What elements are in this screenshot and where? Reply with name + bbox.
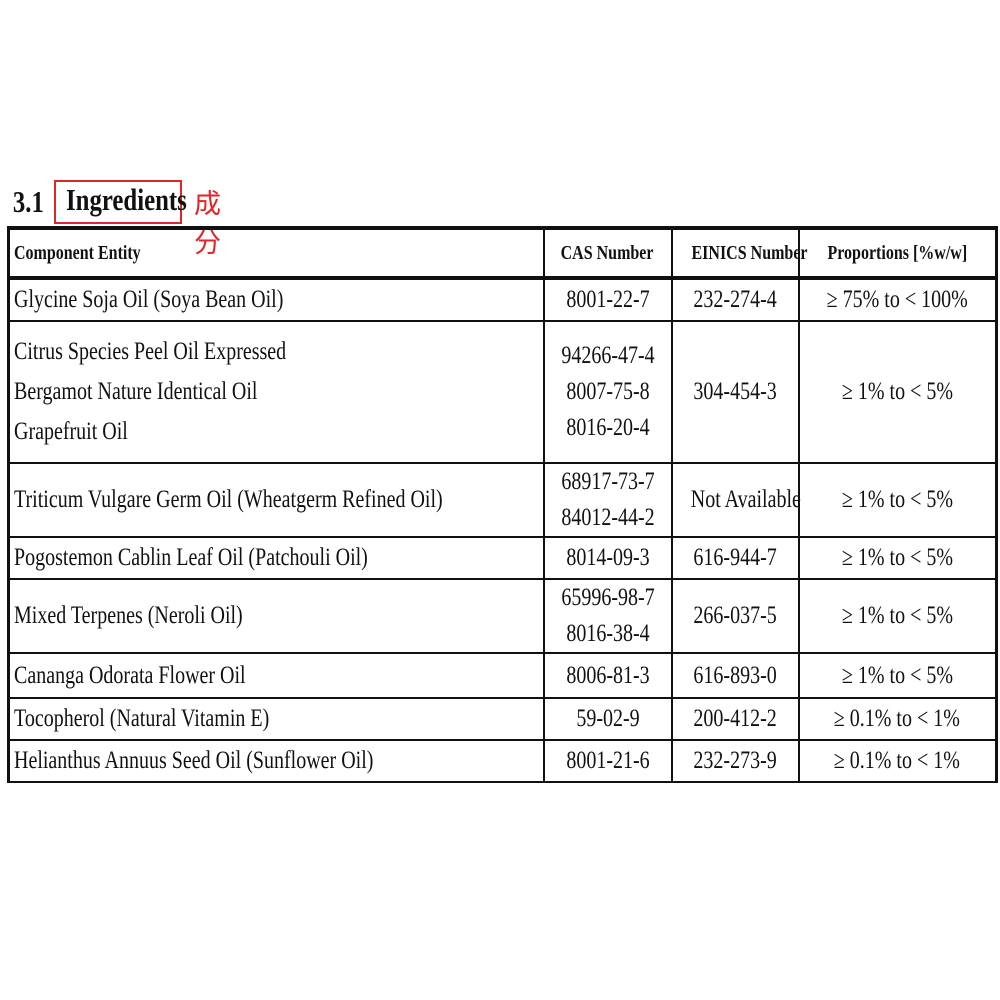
table-row: Glycine Soja Oil (Soya Bean Oil) 8001-22-… bbox=[7, 277, 998, 322]
cas-number-cell: 8006-81-3 bbox=[542, 652, 673, 699]
component-entity-cell-line: Glycine Soja Oil (Soya Bean Oil) bbox=[14, 286, 284, 313]
proportion-cell: ≥ 1% to < 5% bbox=[797, 462, 998, 538]
component-entity-cell-line: Helianthus Annuus Seed Oil (Sunflower Oi… bbox=[14, 747, 374, 774]
proportion-cell: ≥ 75% to < 100% bbox=[797, 277, 998, 322]
einics-number-cell: 200-412-2 bbox=[670, 697, 800, 741]
section-title: Ingredients bbox=[66, 182, 187, 217]
header-einics-number: EINICS Number bbox=[670, 226, 807, 280]
cas-number-cell: 8014-09-3 bbox=[542, 536, 673, 580]
cas-number-cell: 65996-98-7 8016-38-4 bbox=[542, 578, 673, 654]
proportion-cell: ≥ 0.1% to < 1% bbox=[797, 739, 998, 783]
cas-number-cell-line: 8006-81-3 bbox=[565, 661, 650, 689]
einics-number-cell: 616-893-0 bbox=[670, 652, 800, 699]
component-entity-cell: Tocopherol (Natural Vitamin E) bbox=[7, 697, 545, 741]
einics-number-cell: 304-454-3 bbox=[670, 320, 800, 464]
component-entity-cell: Glycine Soja Oil (Soya Bean Oil) bbox=[7, 277, 545, 322]
component-entity-cell-line: Grapefruit Oil bbox=[14, 418, 128, 445]
proportion-cell: ≥ 1% to < 5% bbox=[797, 652, 998, 699]
component-entity-cell-line: Triticum Vulgare Germ Oil (Wheatgerm Ref… bbox=[14, 486, 443, 513]
header-component-entity: Component Entity bbox=[7, 226, 545, 280]
component-entity-cell-line: Tocopherol (Natural Vitamin E) bbox=[14, 705, 270, 732]
component-entity-cell-line: Citrus Species Peel Oil Expressed bbox=[14, 338, 287, 365]
table-row: Tocopherol (Natural Vitamin E) 59-02-9 200… bbox=[7, 697, 998, 741]
proportion-cell: ≥ 1% to < 5% bbox=[797, 536, 998, 580]
cas-number-cell: 8001-22-7 bbox=[542, 277, 673, 322]
cas-number-cell: 8001-21-6 bbox=[542, 739, 673, 783]
cas-number-cell-line: 8007-75-8 bbox=[565, 378, 650, 405]
component-entity-cell-line: Mixed Terpenes (Neroli Oil) bbox=[14, 602, 243, 629]
table-row: Pogostemon Cablin Leaf Oil (Patchouli Oi… bbox=[7, 536, 998, 580]
header-proportions: Proportions [%w/w] bbox=[797, 226, 998, 280]
section-number: 3.1 bbox=[12, 184, 44, 219]
table-row: Citrus Species Peel Oil Expressed Bergamo… bbox=[7, 320, 998, 464]
table-header-row: Component Entity CAS Number EINICS Numbe… bbox=[7, 226, 998, 280]
table-row: Cananga Odorata Flower Oil 8006-81-3 616-8… bbox=[7, 652, 998, 699]
cas-number-cell: 94266-47-4 8007-75-8 8016-20-4 bbox=[542, 320, 673, 464]
header-cas-number: CAS Number bbox=[542, 226, 673, 280]
cas-number-cell-line: 8016-38-4 bbox=[565, 620, 650, 647]
cas-number-cell-line: 59-02-9 bbox=[575, 705, 640, 732]
cas-number-cell-line: 8016-20-4 bbox=[565, 414, 650, 441]
einics-number-cell: 616-944-7 bbox=[670, 536, 800, 580]
einics-number-cell: 232-273-9 bbox=[670, 739, 800, 783]
cas-number-cell-line: 84012-44-2 bbox=[560, 504, 655, 531]
cas-number-cell: 68917-73-7 84012-44-2 bbox=[542, 462, 673, 538]
component-entity-cell: Cananga Odorata Flower Oil bbox=[7, 652, 545, 699]
component-entity-cell-line: Cananga Odorata Flower Oil bbox=[14, 661, 246, 689]
cas-number-cell: 59-02-9 bbox=[542, 697, 673, 741]
proportion-cell: ≥ 1% to < 5% bbox=[797, 320, 998, 464]
cas-number-cell-line: 68917-73-7 bbox=[560, 468, 655, 495]
cas-number-cell-line: 65996-98-7 bbox=[560, 584, 655, 611]
cas-number-cell-line: 8001-22-7 bbox=[565, 286, 650, 313]
cas-number-cell-line: 8001-21-6 bbox=[565, 747, 650, 774]
component-entity-cell-line: Bergamot Nature Identical Oil bbox=[14, 378, 258, 405]
proportion-cell: ≥ 0.1% to < 1% bbox=[797, 697, 998, 741]
table-row: Helianthus Annuus Seed Oil (Sunflower Oi… bbox=[7, 739, 998, 783]
component-entity-cell: Pogostemon Cablin Leaf Oil (Patchouli Oi… bbox=[7, 536, 545, 580]
component-entity-cell: Helianthus Annuus Seed Oil (Sunflower Oi… bbox=[7, 739, 545, 783]
cas-number-cell-line: 94266-47-4 bbox=[560, 342, 655, 369]
einics-number-cell: 266-037-5 bbox=[670, 578, 800, 654]
ingredients-table: Component Entity CAS Number EINICS Numbe… bbox=[7, 226, 998, 783]
proportion-cell: ≥ 1% to < 5% bbox=[797, 578, 998, 654]
table-row: Triticum Vulgare Germ Oil (Wheatgerm Ref… bbox=[7, 462, 998, 538]
component-entity-cell: Mixed Terpenes (Neroli Oil) bbox=[7, 578, 545, 654]
component-entity-cell: Citrus Species Peel Oil Expressed Bergamo… bbox=[7, 320, 545, 464]
einics-number-cell: Not Available bbox=[670, 462, 800, 538]
component-entity-cell: Triticum Vulgare Germ Oil (Wheatgerm Ref… bbox=[7, 462, 545, 538]
title-highlight-box: Ingredients bbox=[54, 180, 187, 224]
einics-number-cell: 232-274-4 bbox=[670, 277, 800, 322]
table-row: Mixed Terpenes (Neroli Oil) 65996-98-7 801… bbox=[7, 578, 998, 654]
component-entity-cell-line: Pogostemon Cablin Leaf Oil (Patchouli Oi… bbox=[14, 544, 368, 571]
cas-number-cell-line: 8014-09-3 bbox=[565, 544, 650, 571]
